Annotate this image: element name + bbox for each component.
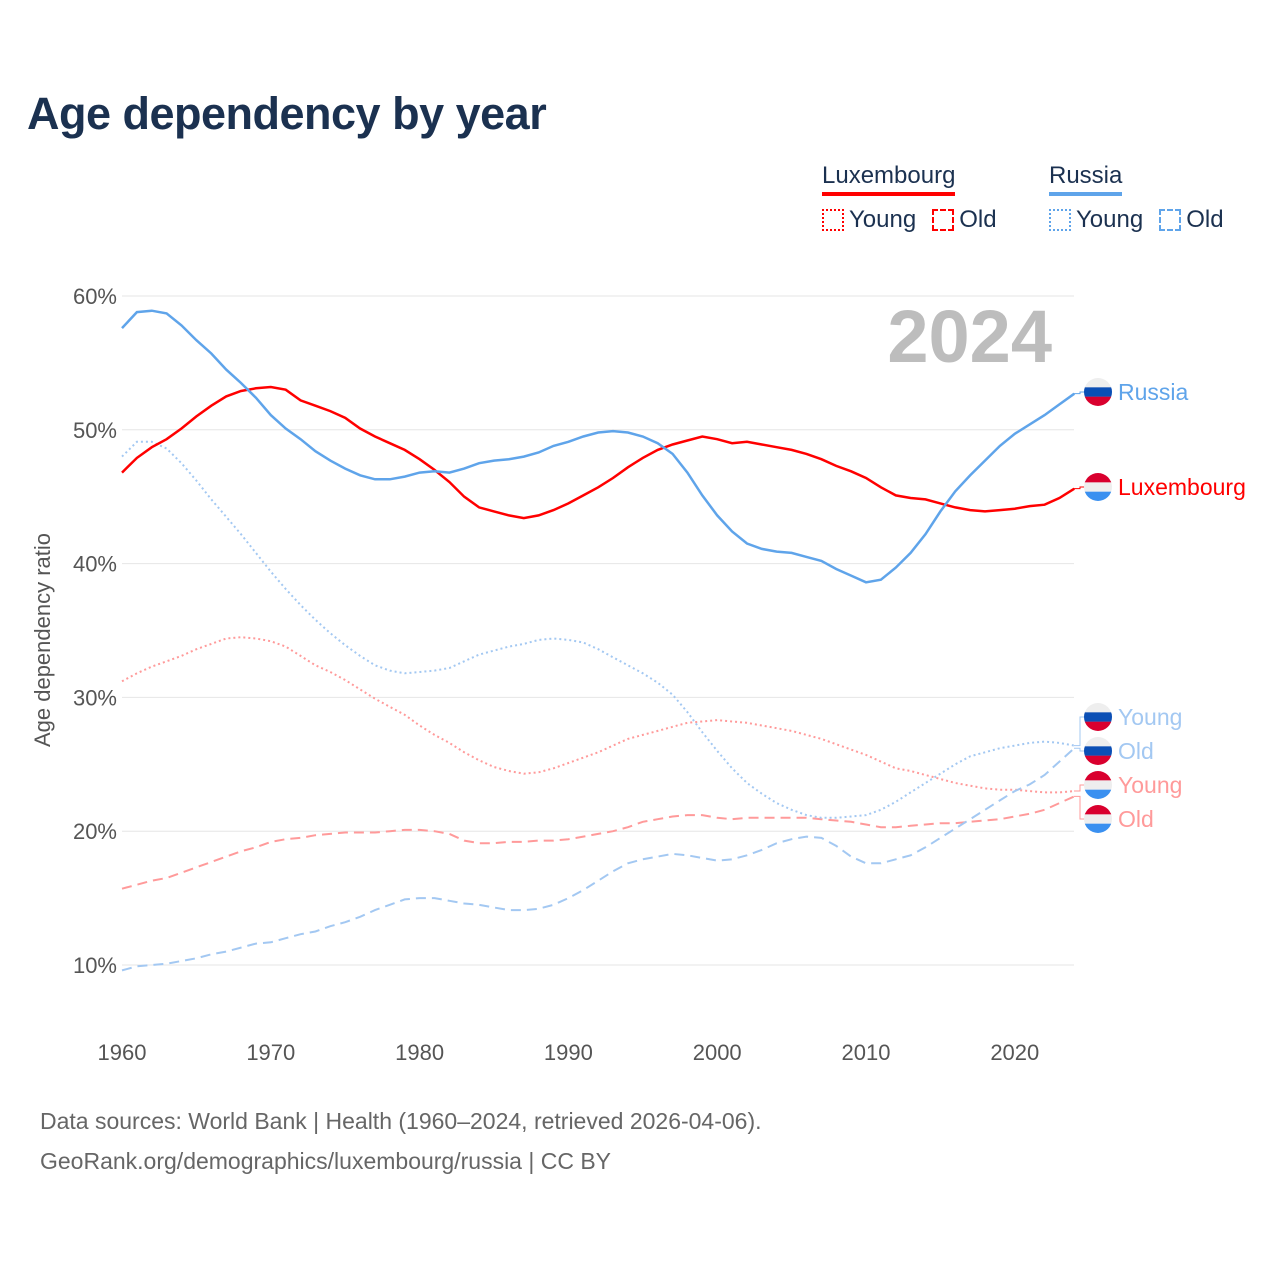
legend-luxembourg-young: Young	[822, 206, 916, 234]
y-tick-label: 30%	[73, 685, 117, 710]
end-label-russia: Russia	[1118, 379, 1189, 405]
legend-young-label: Young	[849, 206, 917, 233]
legend-old-label: Old	[959, 206, 997, 233]
legend-russia-old: Old	[1159, 206, 1224, 234]
end-label-luxembourg-young: Young	[1118, 772, 1182, 798]
label-connector	[1074, 795, 1086, 820]
label-connector	[1074, 716, 1086, 747]
x-tick-label: 1980	[395, 1040, 444, 1065]
label-connector	[1074, 486, 1086, 490]
end-label-russia-old: Old	[1118, 738, 1154, 764]
y-tick-label: 10%	[73, 953, 117, 978]
series-line-russia	[121, 309, 1076, 584]
label-connector	[1074, 391, 1086, 395]
series-line-russia-young	[121, 440, 1075, 819]
luxembourg-flag-icon	[1084, 771, 1112, 799]
y-tick-label: 50%	[73, 418, 117, 443]
y-tick-label: 60%	[73, 284, 117, 309]
end-label-luxembourg: Luxembourg	[1118, 474, 1246, 500]
footer-sources: Data sources: World Bank | Health (1960–…	[40, 1108, 762, 1134]
y-axis-label: Age dependency ratio	[30, 533, 55, 747]
luxembourg-flag-icon	[1084, 473, 1112, 501]
legend-old-label: Old	[1186, 206, 1224, 233]
year-watermark: 2024	[887, 295, 1052, 378]
x-tick-label: 2020	[990, 1040, 1039, 1065]
legend-young-label: Young	[1076, 206, 1144, 233]
label-connector	[1074, 747, 1086, 752]
x-tick-label: 1970	[246, 1040, 295, 1065]
series-line-luxembourg	[121, 385, 1075, 520]
legend-russia: Russia Young Old	[1049, 162, 1224, 234]
chart-title: Age dependency by year	[27, 88, 547, 139]
dotted-swatch-icon	[1049, 209, 1071, 231]
legend-russia-young: Young	[1049, 206, 1143, 234]
series-line-luxembourg-young	[121, 636, 1075, 794]
x-tick-label: 2010	[842, 1040, 891, 1065]
y-tick-label: 40%	[73, 552, 117, 577]
label-connector	[1074, 784, 1086, 792]
legend-luxembourg-label: Luxembourg	[822, 162, 956, 196]
end-label-luxembourg-old: Old	[1118, 806, 1154, 832]
russia-flag-icon	[1084, 737, 1112, 765]
end-label-russia-young: Young	[1118, 704, 1182, 730]
series-line-russia-old	[121, 747, 1075, 972]
russia-flag-icon	[1084, 703, 1112, 731]
x-tick-label: 2000	[693, 1040, 742, 1065]
x-tick-label: 1960	[98, 1040, 147, 1065]
dashed-swatch-icon	[932, 209, 955, 231]
dashed-swatch-icon	[1159, 209, 1182, 231]
legend-luxembourg: Luxembourg Young Old	[822, 162, 997, 234]
russia-flag-icon	[1084, 378, 1112, 406]
legend-luxembourg-old: Old	[932, 206, 997, 234]
footer-link[interactable]: GeoRank.org/demographics/luxembourg/russ…	[40, 1148, 612, 1174]
y-tick-label: 20%	[73, 819, 117, 844]
luxembourg-flag-icon	[1084, 805, 1112, 833]
legend-russia-label: Russia	[1049, 162, 1123, 196]
dotted-swatch-icon	[822, 209, 844, 231]
series-line-luxembourg-old	[121, 795, 1075, 890]
x-tick-label: 1990	[544, 1040, 593, 1065]
